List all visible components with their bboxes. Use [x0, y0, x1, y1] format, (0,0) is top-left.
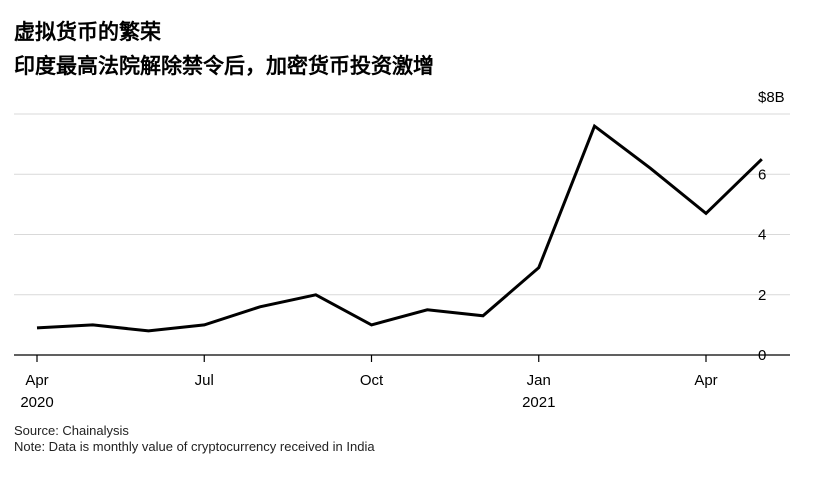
data-note: Note: Data is monthly value of cryptocur…	[14, 439, 375, 454]
x-tick-year-label: 2021	[522, 394, 555, 411]
y-tick-label: 6	[758, 166, 766, 183]
x-tick-label: Jul	[195, 372, 214, 389]
x-tick-label: Jan	[527, 372, 551, 389]
x-tick-label: Oct	[360, 372, 384, 389]
source-note: Source: Chainalysis	[14, 423, 129, 438]
y-tick-label: 2	[758, 287, 766, 304]
x-tick-year-label: 2020	[20, 394, 53, 411]
chart-subtitle: 印度最高法院解除禁令后，加密货币投资激增	[14, 54, 434, 78]
x-tick-label: Apr	[25, 372, 48, 389]
chart-title: 虚拟货币的繁荣	[14, 20, 161, 44]
y-tick-label: $8B	[758, 89, 785, 106]
x-tick-label: Apr	[694, 372, 717, 389]
y-tick-label: 4	[758, 227, 766, 244]
series-line	[36, 123, 763, 333]
